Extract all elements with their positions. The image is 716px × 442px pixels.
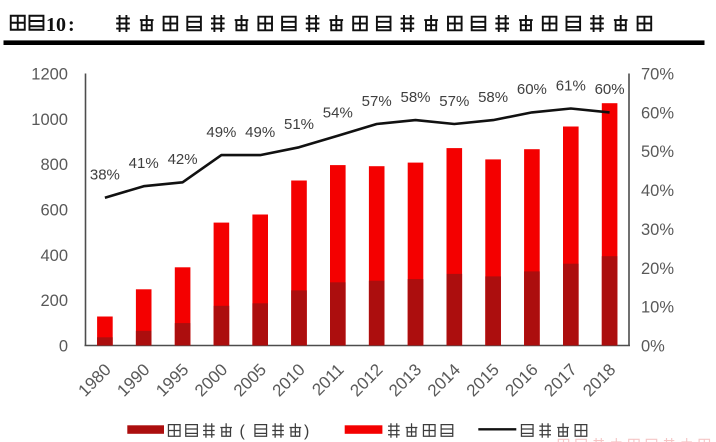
svg-text:42%: 42% (168, 151, 198, 168)
svg-text:20%: 20% (641, 260, 674, 278)
svg-text:61%: 61% (556, 77, 586, 94)
svg-text:400: 400 (40, 247, 68, 265)
svg-text:57%: 57% (362, 93, 392, 110)
svg-text:58%: 58% (400, 89, 430, 106)
svg-text:60%: 60% (517, 81, 547, 98)
svg-text:41%: 41% (129, 155, 159, 172)
svg-text:60%: 60% (641, 104, 674, 122)
svg-text:49%: 49% (206, 124, 236, 141)
svg-text:50%: 50% (641, 143, 674, 161)
svg-text:(: ( (240, 423, 246, 440)
svg-text:49%: 49% (245, 124, 275, 141)
svg-text:57%: 57% (439, 93, 469, 110)
svg-text:1000: 1000 (31, 111, 68, 129)
svg-text:51%: 51% (284, 116, 314, 133)
svg-text:1200: 1200 (31, 66, 68, 84)
svg-text:200: 200 (40, 292, 68, 310)
svg-text:38%: 38% (90, 167, 120, 184)
svg-text:30%: 30% (641, 221, 674, 239)
svg-text:10: 10 (46, 14, 66, 36)
svg-text:0: 0 (59, 338, 68, 356)
svg-text:60%: 60% (595, 81, 625, 98)
svg-text:70%: 70% (641, 66, 674, 84)
svg-text::: : (68, 14, 75, 36)
svg-text:40%: 40% (641, 182, 674, 200)
svg-text:54%: 54% (323, 105, 353, 122)
svg-text:58%: 58% (478, 89, 508, 106)
svg-text:10%: 10% (641, 299, 674, 317)
svg-text:0%: 0% (641, 338, 665, 356)
svg-text:): ) (304, 423, 309, 440)
svg-text:800: 800 (40, 156, 68, 174)
svg-text:600: 600 (40, 202, 68, 220)
